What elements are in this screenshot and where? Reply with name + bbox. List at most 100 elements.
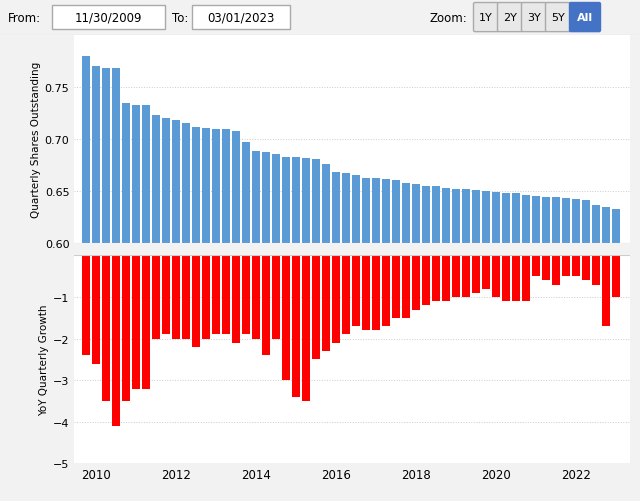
Bar xyxy=(212,256,220,335)
Bar xyxy=(382,179,390,243)
Bar xyxy=(512,194,520,243)
Text: 11/30/2009: 11/30/2009 xyxy=(74,12,141,25)
Bar xyxy=(602,207,611,243)
Y-axis label: YoY Quarterly Growth: YoY Quarterly Growth xyxy=(39,304,49,415)
Bar xyxy=(392,180,400,243)
Bar xyxy=(202,128,210,243)
Bar xyxy=(492,193,500,243)
Bar xyxy=(342,174,350,243)
FancyBboxPatch shape xyxy=(497,4,522,33)
Bar xyxy=(262,256,270,356)
Bar xyxy=(372,178,380,243)
Bar xyxy=(502,256,510,302)
Bar xyxy=(141,256,150,389)
FancyBboxPatch shape xyxy=(522,4,547,33)
Bar xyxy=(572,256,580,277)
Bar xyxy=(542,256,550,281)
Bar xyxy=(362,256,370,331)
Text: From:: From: xyxy=(8,12,41,25)
Bar xyxy=(111,69,120,243)
Bar xyxy=(132,106,140,243)
Bar xyxy=(282,256,290,380)
Bar xyxy=(522,196,531,243)
Bar xyxy=(222,256,230,335)
Bar xyxy=(412,256,420,310)
Bar xyxy=(332,256,340,343)
Bar xyxy=(593,205,600,243)
Bar xyxy=(402,256,410,318)
Text: Zoom:: Zoom: xyxy=(430,12,468,25)
FancyBboxPatch shape xyxy=(570,4,600,33)
Bar xyxy=(282,157,290,243)
Y-axis label: Quarterly Shares Outstanding: Quarterly Shares Outstanding xyxy=(31,62,40,218)
Bar xyxy=(162,119,170,243)
Bar xyxy=(92,67,100,243)
Bar xyxy=(452,256,460,298)
Bar xyxy=(572,200,580,243)
Bar xyxy=(242,143,250,243)
Bar xyxy=(352,256,360,327)
Bar xyxy=(563,256,570,277)
Bar xyxy=(82,57,90,243)
Text: 1Y: 1Y xyxy=(479,13,493,23)
Bar xyxy=(442,188,450,243)
Bar xyxy=(122,256,130,401)
Bar xyxy=(442,256,450,302)
Bar xyxy=(172,256,180,339)
Text: All: All xyxy=(577,13,593,23)
Text: 2Y: 2Y xyxy=(503,13,517,23)
Bar xyxy=(102,256,109,401)
Bar xyxy=(472,190,480,243)
Bar xyxy=(292,157,300,243)
Text: To:: To: xyxy=(172,12,188,25)
Bar xyxy=(162,256,170,335)
FancyBboxPatch shape xyxy=(192,6,290,30)
Bar xyxy=(292,256,300,397)
Bar xyxy=(352,176,360,243)
Bar xyxy=(122,104,130,243)
Bar xyxy=(302,256,310,401)
Bar xyxy=(472,256,480,293)
Bar xyxy=(422,256,430,306)
Bar xyxy=(172,121,180,243)
Bar xyxy=(532,256,540,277)
Text: 3Y: 3Y xyxy=(527,13,541,23)
Bar xyxy=(132,256,140,389)
Bar xyxy=(312,159,320,243)
Bar xyxy=(563,199,570,243)
Bar xyxy=(482,192,490,243)
FancyBboxPatch shape xyxy=(545,4,570,33)
Bar xyxy=(322,256,330,351)
Bar xyxy=(512,256,520,302)
Bar xyxy=(382,256,390,327)
Bar xyxy=(302,158,310,243)
Bar xyxy=(392,256,400,318)
Bar xyxy=(492,256,500,298)
Bar xyxy=(312,256,320,360)
Bar xyxy=(542,198,550,243)
Bar xyxy=(202,256,210,339)
Bar xyxy=(182,124,190,243)
Bar xyxy=(332,173,340,243)
Bar xyxy=(462,256,470,298)
Bar xyxy=(602,256,611,327)
Text: 5Y: 5Y xyxy=(551,13,565,23)
Bar xyxy=(372,256,380,331)
Bar xyxy=(432,186,440,243)
Bar xyxy=(272,154,280,243)
Bar xyxy=(252,256,260,339)
Bar xyxy=(612,256,620,298)
Bar xyxy=(82,256,90,356)
Bar xyxy=(141,106,150,243)
Bar xyxy=(192,127,200,243)
Bar xyxy=(593,256,600,285)
Bar xyxy=(552,256,560,285)
Bar xyxy=(232,256,240,343)
Bar xyxy=(192,256,200,347)
Bar xyxy=(482,256,490,289)
Bar xyxy=(342,256,350,335)
Bar xyxy=(322,165,330,243)
Bar xyxy=(152,256,160,339)
Bar xyxy=(402,183,410,243)
Bar xyxy=(102,69,109,243)
